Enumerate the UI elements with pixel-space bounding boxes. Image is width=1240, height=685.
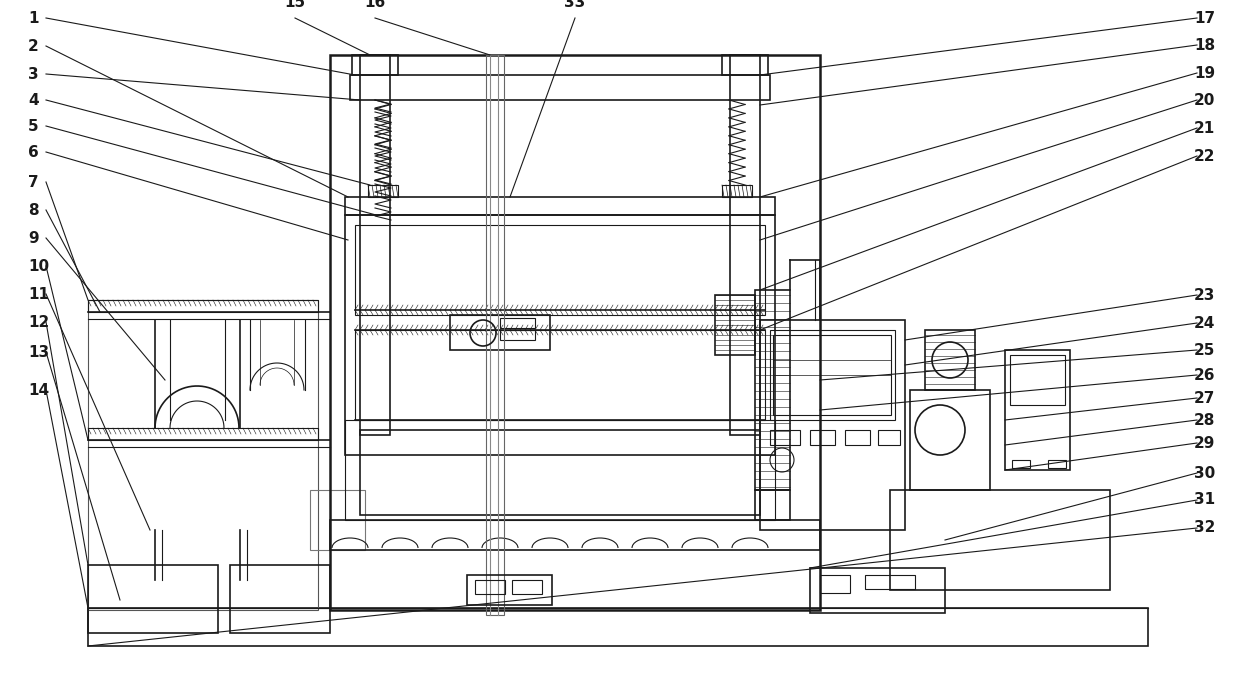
Text: 11: 11 (29, 286, 50, 301)
Bar (755, 490, 790, 520)
Bar (773, 335, 892, 415)
Bar (500, 330, 534, 340)
Text: 26: 26 (1193, 367, 1215, 382)
Text: 32: 32 (1194, 521, 1215, 536)
Bar (1012, 460, 1030, 468)
Bar (1011, 355, 1065, 405)
Bar (755, 290, 790, 490)
Bar (925, 330, 975, 390)
Text: 7: 7 (29, 175, 38, 190)
Bar (722, 55, 768, 75)
Bar (760, 320, 905, 530)
Bar (229, 565, 330, 633)
Bar (890, 490, 1110, 590)
Bar (88, 608, 1148, 646)
Text: 10: 10 (29, 258, 50, 273)
Bar (345, 197, 775, 215)
Bar (88, 300, 317, 610)
Bar (810, 430, 835, 445)
Bar (770, 330, 895, 420)
Text: 22: 22 (1193, 149, 1215, 164)
Text: 31: 31 (1194, 493, 1215, 508)
Bar (467, 575, 552, 605)
Bar (88, 565, 218, 633)
Text: 28: 28 (1194, 412, 1215, 427)
Text: 24: 24 (1194, 316, 1215, 330)
Text: 8: 8 (29, 203, 38, 218)
Bar (345, 215, 775, 455)
Text: 27: 27 (1194, 390, 1215, 406)
Text: 6: 6 (29, 145, 38, 160)
Bar (1048, 460, 1066, 468)
Text: 30: 30 (1194, 466, 1215, 480)
Bar (715, 295, 755, 355)
Text: 21: 21 (1194, 121, 1215, 136)
Text: 33: 33 (564, 0, 585, 10)
Bar (500, 318, 534, 328)
Bar (330, 55, 820, 610)
Text: 25: 25 (1194, 342, 1215, 358)
Text: 23: 23 (1194, 288, 1215, 303)
Bar (866, 575, 915, 589)
Bar (844, 430, 870, 445)
Bar (450, 315, 551, 350)
Text: 2: 2 (29, 38, 38, 53)
Bar (350, 75, 770, 100)
Text: 13: 13 (29, 345, 50, 360)
Bar (355, 225, 765, 315)
Text: 14: 14 (29, 382, 50, 397)
Bar (730, 55, 760, 435)
Bar (1004, 350, 1070, 470)
Bar (722, 185, 751, 197)
Text: 1: 1 (29, 10, 38, 25)
Text: 19: 19 (1194, 66, 1215, 81)
Text: 12: 12 (29, 314, 50, 329)
Bar (770, 430, 800, 445)
Text: 29: 29 (1194, 436, 1215, 451)
Bar (360, 430, 760, 515)
Bar (352, 55, 398, 75)
Bar (512, 580, 542, 594)
Bar (910, 390, 990, 490)
Text: 3: 3 (29, 66, 38, 82)
Bar (310, 490, 365, 550)
Text: 17: 17 (1194, 10, 1215, 25)
Bar (810, 568, 945, 613)
Bar (345, 420, 775, 520)
Text: 16: 16 (365, 0, 386, 10)
Text: 18: 18 (1194, 38, 1215, 53)
Bar (820, 575, 849, 593)
Bar (486, 55, 503, 615)
Text: 5: 5 (29, 119, 38, 134)
Bar (88, 300, 317, 312)
Bar (475, 580, 505, 594)
Bar (88, 428, 317, 440)
Text: 9: 9 (29, 230, 38, 245)
Bar (355, 330, 765, 420)
Bar (878, 430, 900, 445)
Bar (360, 55, 391, 435)
Text: 4: 4 (29, 92, 38, 108)
Text: 15: 15 (284, 0, 305, 10)
Bar (330, 520, 820, 550)
Bar (368, 185, 398, 197)
Text: 20: 20 (1194, 92, 1215, 108)
